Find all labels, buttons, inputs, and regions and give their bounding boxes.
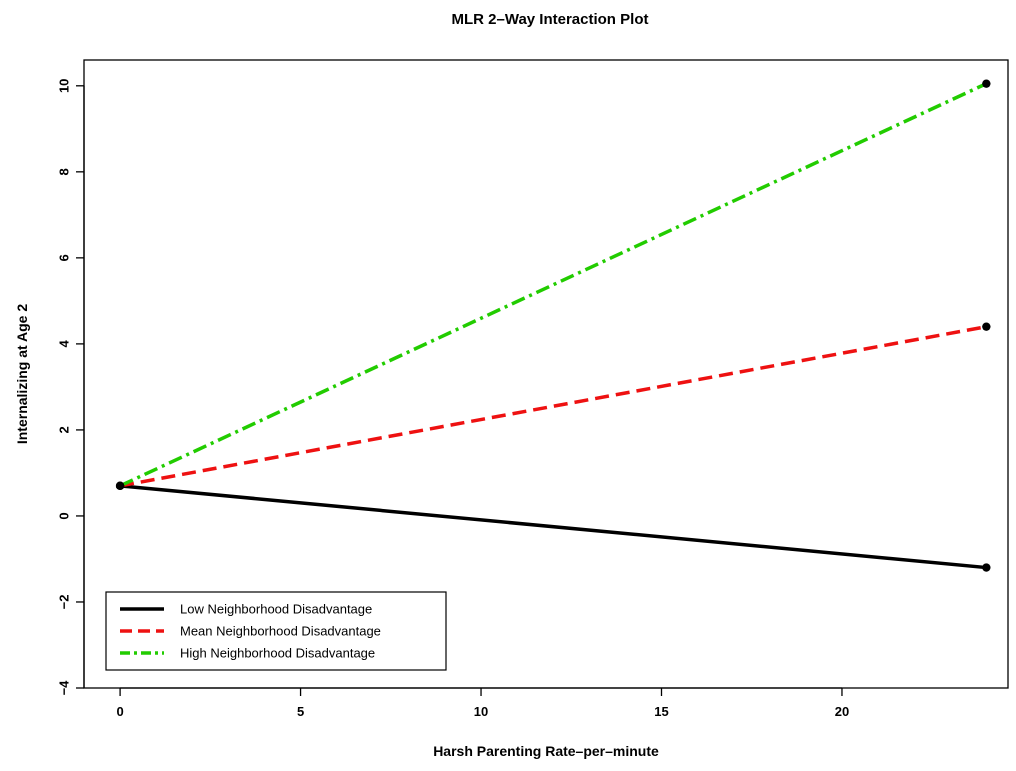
- series-line-3: [119, 82, 988, 488]
- y-tick-label: 10: [57, 79, 72, 93]
- legend-label: Mean Neighborhood Disadvantage: [180, 624, 381, 639]
- x-tick-label: 0: [116, 704, 123, 719]
- y-tick-label: 6: [57, 254, 72, 261]
- legend: Low Neighborhood Disadvantage Mean Neighb…: [105, 591, 447, 671]
- y-tick-label: −2: [57, 595, 72, 610]
- data-point: [982, 322, 991, 331]
- y-tick-label: 8: [57, 168, 72, 175]
- y-axis-label: Internalizing at Age 2: [14, 304, 30, 444]
- legend-label: High Neighborhood Disadvantage: [180, 646, 375, 661]
- series-line-1: [119, 484, 987, 570]
- y-tick-label: −4: [57, 680, 72, 696]
- series-layer: [115, 79, 991, 572]
- y-tick-label: 4: [57, 340, 72, 348]
- data-point: [982, 79, 991, 88]
- data-point: [982, 563, 991, 572]
- x-axis: 0 5 10 15 20: [116, 687, 849, 719]
- x-tick-label: 5: [297, 704, 304, 719]
- data-point: [115, 481, 125, 491]
- x-axis-label: Harsh Parenting Rate–per–minute: [433, 743, 659, 759]
- chart-title: MLR 2–Way Interaction Plot: [452, 11, 649, 28]
- y-tick-label: 2: [57, 426, 72, 433]
- x-tick-label: 15: [654, 704, 668, 719]
- y-axis: −4 −2 0 2 4 6 8 10: [57, 79, 85, 696]
- y-tick-label: 0: [57, 512, 72, 519]
- x-tick-label: 10: [474, 704, 488, 719]
- legend-label: Low Neighborhood Disadvantage: [180, 602, 372, 617]
- series-line-2: [119, 324, 987, 488]
- x-tick-label: 20: [835, 704, 849, 719]
